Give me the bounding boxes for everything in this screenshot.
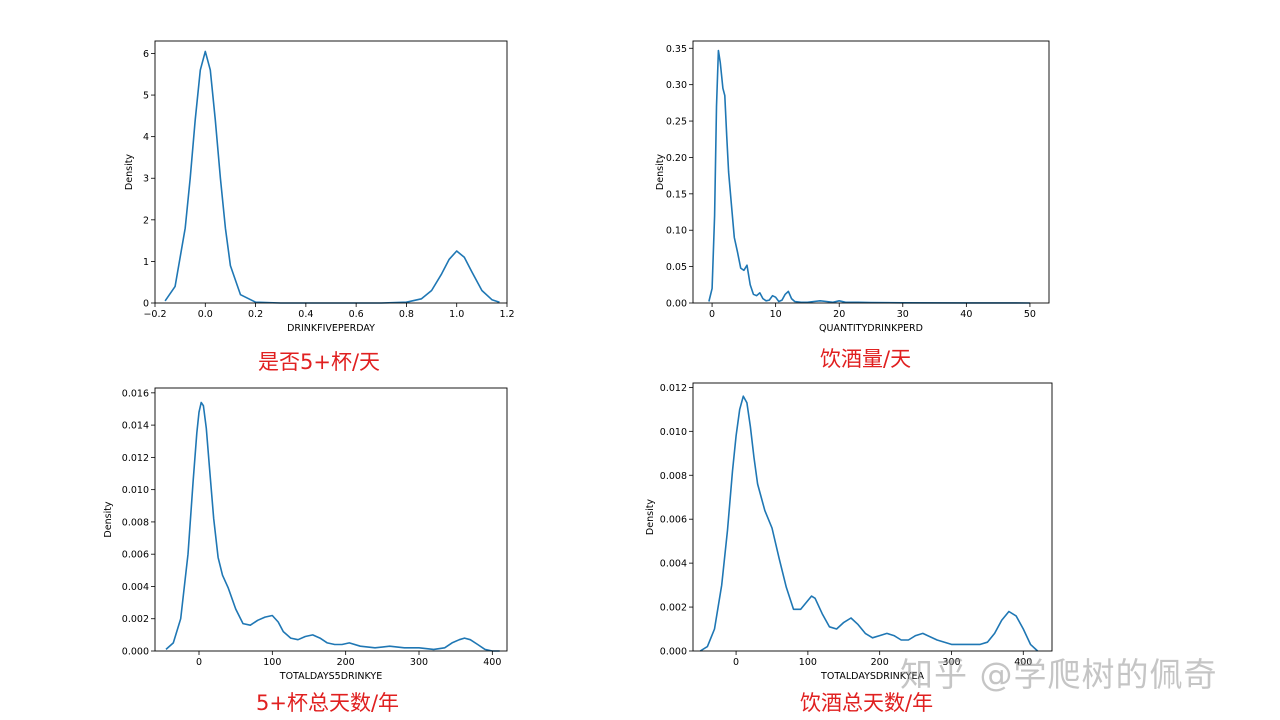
- y-axis-label: Density: [124, 154, 135, 190]
- y-axis-label: Density: [655, 154, 666, 190]
- y-tick-label: 1: [143, 257, 149, 268]
- x-tick-label: 0: [709, 309, 715, 320]
- chart-panel-1: 0 10 20 30 40 50 0.00 0.05 0.10 0.15 0.20 0.25 0.30 0…: [655, 40, 1050, 334]
- y-tick-label: 0.008: [660, 471, 687, 482]
- y-tick-label: 0.014: [122, 421, 149, 432]
- x-tick-label: 1.0: [449, 309, 464, 320]
- y-tick-label: 0.000: [660, 647, 687, 658]
- x-tick-label: 0.2: [248, 309, 263, 320]
- x-tick-label: 10: [770, 309, 782, 320]
- y-tick-label: 0.002: [660, 603, 687, 614]
- caption-quantity-per-day: 饮酒量/天: [820, 347, 912, 371]
- plot-frame: [154, 387, 508, 652]
- y-tick-label: 0.000: [122, 647, 149, 658]
- plot-frame: [692, 382, 1053, 652]
- x-tick-label: 30: [897, 309, 909, 320]
- x-tick-label: 40: [960, 309, 972, 320]
- y-tick-label: 0.30: [666, 80, 687, 91]
- x-tick-label: 300: [410, 657, 428, 668]
- y-tick-label: 0.006: [660, 515, 687, 526]
- y-tick-label: 0.010: [122, 485, 149, 496]
- x-tick-label: 0: [733, 657, 739, 668]
- watermark: 知乎 @学爬树的佩奇: [900, 655, 1218, 694]
- x-tick-label: 300: [942, 657, 960, 668]
- y-axis-label: Density: [645, 499, 656, 535]
- x-tick-label: 200: [871, 657, 889, 668]
- x-tick-label: 0.8: [399, 309, 414, 320]
- y-tick-label: 0.20: [666, 153, 687, 164]
- caption-binge-per-day: 是否5+杯/天: [258, 350, 381, 374]
- x-axis-label: QUANTITYDRINKPERD: [819, 323, 923, 334]
- plot-frame: [154, 40, 508, 304]
- y-tick-label: 4: [143, 132, 149, 143]
- y-tick-label: 5: [143, 91, 149, 102]
- y-tick-label: 2: [143, 215, 149, 226]
- density-line: [708, 49, 1030, 304]
- x-axis-label: TOTALDAYS5DRINKYE: [279, 671, 382, 682]
- x-tick-label: 100: [799, 657, 817, 668]
- x-axis-label: DRINKFIVEPERDAY: [287, 323, 375, 334]
- y-tick-label: 0.008: [122, 517, 149, 528]
- plot-frame: [692, 40, 1050, 304]
- y-tick-label: 0.012: [660, 383, 687, 394]
- density-line: [164, 50, 500, 304]
- y-tick-label: 0.15: [666, 189, 687, 200]
- y-tick-label: 0.004: [122, 582, 149, 593]
- chart-panel-0: −0.2 0.0 0.2 0.4 0.6 0.8 1.0 1.2 0 1 2 3 4 5 6 DRINKFIV…: [124, 40, 515, 334]
- x-tick-label: 1.2: [499, 309, 514, 320]
- y-axis-label: Density: [103, 501, 114, 537]
- y-tick-label: 0.10: [666, 226, 687, 237]
- x-tick-label: 0.0: [198, 309, 213, 320]
- y-tick-label: 0.05: [666, 262, 687, 273]
- x-tick-label: 0.4: [298, 309, 313, 320]
- x-tick-label: 200: [337, 657, 355, 668]
- y-tick-label: 0.002: [122, 614, 149, 625]
- y-tick-label: 3: [143, 174, 149, 185]
- y-tick-label: 0.016: [122, 388, 149, 399]
- x-tick-label: 0: [196, 657, 202, 668]
- x-tick-label: 0.6: [349, 309, 364, 320]
- y-tick-label: 0.35: [666, 44, 687, 55]
- x-tick-label: 20: [833, 309, 845, 320]
- x-axis-label: TOTALDAYSDRINKYEA: [820, 671, 924, 682]
- caption-drink-days-per-year: 饮酒总天数/年: [800, 691, 934, 715]
- y-tick-label: 0: [143, 299, 149, 310]
- x-tick-label: 100: [263, 657, 281, 668]
- x-tick-label: −0.2: [143, 309, 166, 320]
- y-tick-label: 0.00: [666, 299, 687, 310]
- x-tick-label: 400: [483, 657, 501, 668]
- y-tick-label: 0.25: [666, 117, 687, 128]
- y-tick-label: 0.004: [660, 559, 687, 570]
- chart-panel-3: 0 100 200 300 400 0.000 0.002 0.004 0.006 0.008 0.…: [645, 382, 1053, 682]
- x-tick-label: 50: [1024, 309, 1036, 320]
- y-tick-label: 0.010: [660, 427, 687, 438]
- x-tick-label: 400: [1014, 657, 1032, 668]
- y-tick-label: 6: [143, 49, 149, 60]
- y-tick-label: 0.012: [122, 453, 149, 464]
- caption-binge-days-per-year: 5+杯总天数/年: [256, 691, 400, 715]
- y-tick-label: 0.006: [122, 550, 149, 561]
- chart-panel-2: 0 100 200 300 400 0.000 0.002 0.004 0.006 0.008 0.…: [103, 387, 508, 682]
- density-line: [165, 401, 500, 652]
- density-line: [699, 395, 1039, 652]
